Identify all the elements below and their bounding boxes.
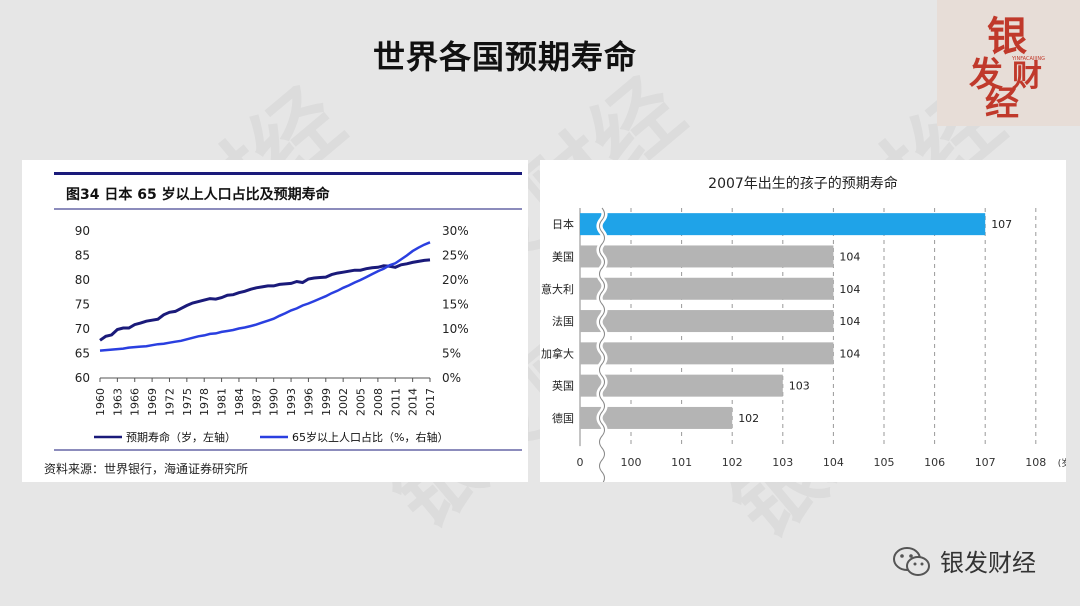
y-left-tick-label: 70: [75, 322, 90, 336]
logo-char: 经: [985, 84, 1019, 124]
category-label: 美国: [552, 250, 574, 263]
x-tick-label: 102: [722, 456, 743, 469]
x-tick-label: 2005: [355, 388, 368, 416]
wechat-icon: [893, 546, 930, 576]
x-tick-label: 1966: [129, 388, 142, 416]
bar: [580, 277, 834, 300]
bar: [580, 310, 834, 333]
footer-brand-name: 银发财经: [940, 549, 1036, 577]
life-expectancy-2007-chart: 2007年出生的孩子的预期寿命 日本 107 美国 104 意大利 104 法国 104 加拿大…: [540, 160, 1074, 486]
x-tick-label: 0: [577, 456, 584, 469]
category-label: 意大利: [541, 282, 574, 296]
y-left-tick-label: 60: [75, 371, 90, 385]
brand-logo: 银 发 财 经 YINFACAIJING: [937, 0, 1080, 126]
bar-chart: 2007年出生的孩子的预期寿命 日本 107 美国 104 意大利 104 法国 104 加拿大…: [541, 175, 1074, 486]
legend: 预期寿命（岁，左轴） 65岁以上人口占比（%，右轴）: [94, 430, 448, 444]
x-tick-label: 1990: [268, 388, 281, 416]
y-right-tick-label: 10%: [442, 322, 469, 336]
y-left-tick-label: 90: [75, 224, 90, 238]
series-line-elderly-share: [99, 241, 431, 352]
bar: [580, 213, 986, 236]
y-right-tick-label: 20%: [442, 273, 469, 287]
y-right-tick-label: 5%: [442, 347, 461, 361]
x-tick-label: 105: [874, 456, 895, 469]
x-tick-label: 2008: [372, 388, 385, 416]
y-left-tick-label: 75: [75, 298, 90, 312]
series-line-life-expectancy: [99, 258, 431, 342]
bar-value-label: 104: [839, 347, 860, 360]
y-right-tick-label: 15%: [442, 298, 469, 312]
y-right-tick-label: 30%: [442, 224, 469, 238]
category-label: 德国: [552, 411, 574, 425]
footer-brand: 银发财经: [892, 543, 1036, 578]
x-tick-label: 2002: [337, 388, 350, 416]
bar: [580, 245, 834, 268]
bar-value-label: 102: [738, 412, 759, 425]
x-tick-label: 1996: [302, 388, 315, 416]
bar-value-label: 107: [991, 218, 1012, 231]
title-rule: [54, 172, 522, 175]
logo-char: 财: [1012, 59, 1042, 94]
x-tick-label: 1993: [285, 388, 298, 416]
x-tick-label: 104: [823, 456, 844, 469]
x-tick-label: 1960: [94, 388, 107, 416]
legend-label-life: 预期寿命（岁，左轴）: [126, 430, 236, 444]
chart-title: 2007年出生的孩子的预期寿命: [708, 175, 898, 192]
x-tick-label: 101: [671, 456, 692, 469]
category-label: 英国: [552, 379, 574, 393]
x-tick-label: 103: [772, 456, 793, 469]
x-tick-label: 1999: [320, 388, 333, 416]
x-tick-label: 100: [621, 456, 642, 469]
y-right-tick-label: 25%: [442, 249, 469, 263]
x-tick-label: 2014: [407, 388, 420, 416]
x-tick-label: 1984: [233, 388, 246, 416]
x-tick-label: 2017: [424, 388, 437, 416]
chart-title: 图34 日本 65 岁以上人口占比及预期寿命: [66, 186, 331, 203]
category-label: 日本: [552, 217, 574, 231]
life-expectancy-elderly-chart: 图34 日本 65 岁以上人口占比及预期寿命 60 65 70 75 80 85 90 0%…: [22, 160, 528, 482]
logo-char: 银: [987, 14, 1027, 60]
logo-pinyin: YINFACAIJING: [1011, 56, 1045, 62]
category-label: 法国: [552, 314, 574, 328]
x-tick-label: 108: [1025, 456, 1046, 469]
x-tick-label: 1978: [198, 388, 211, 416]
line-chart: 图34 日本 65 岁以上人口占比及预期寿命 60 65 70 75 80 85 90 0%…: [54, 172, 522, 451]
x-tick-label: 2011: [389, 388, 402, 416]
x-tick-label: 1969: [146, 388, 159, 416]
bar: [580, 374, 783, 397]
x-unit-label: (岁): [1058, 457, 1066, 469]
y-left-tick-label: 80: [75, 273, 90, 287]
x-tick-label: 107: [975, 456, 996, 469]
x-tick-label: 1975: [181, 388, 194, 416]
chart-source: 资料来源：世界银行，海通证券研究所: [44, 462, 249, 476]
y-left-tick-label: 85: [75, 249, 90, 263]
x-tick-label: 106: [924, 456, 945, 469]
category-label: 加拿大: [541, 346, 574, 360]
x-tick-label: 1987: [250, 388, 263, 416]
page-title: 世界各国预期寿命: [372, 38, 637, 76]
legend-label-elderly: 65岁以上人口占比（%，右轴）: [292, 430, 448, 444]
y-left-tick-label: 65: [75, 347, 90, 361]
bar-value-label: 104: [839, 283, 860, 296]
axis-break-line: [599, 207, 605, 485]
logo-char: 发: [969, 55, 1003, 95]
x-tick-label: 1981: [216, 388, 229, 416]
bar: [580, 406, 733, 429]
bar-value-label: 103: [789, 380, 810, 393]
y-right-tick-label: 0%: [442, 371, 461, 385]
x-tick-label: 1963: [111, 388, 124, 416]
bar-value-label: 104: [839, 315, 860, 328]
x-tick-label: 1972: [163, 388, 176, 416]
bar-value-label: 104: [839, 250, 860, 263]
bar: [580, 342, 834, 365]
